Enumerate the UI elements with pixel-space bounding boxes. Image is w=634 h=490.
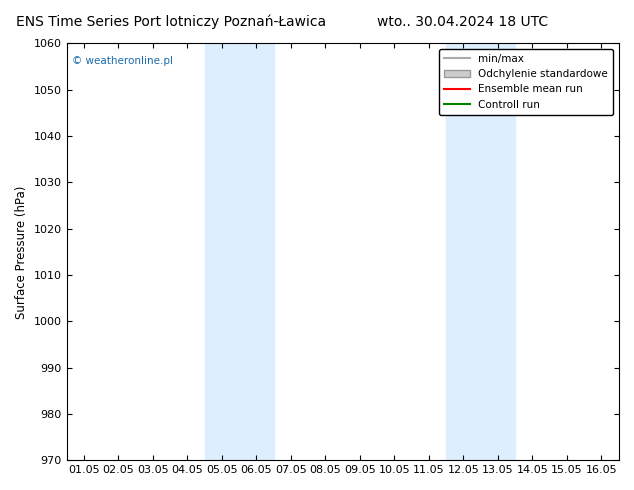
Text: ENS Time Series Port lotniczy Poznań-Ławica: ENS Time Series Port lotniczy Poznań-Ław… xyxy=(16,15,327,29)
Bar xyxy=(205,44,273,460)
Text: © weatheronline.pl: © weatheronline.pl xyxy=(72,56,173,66)
Bar xyxy=(446,44,515,460)
Legend: min/max, Odchylenie standardowe, Ensemble mean run, Controll run: min/max, Odchylenie standardowe, Ensembl… xyxy=(439,49,613,115)
Y-axis label: Surface Pressure (hPa): Surface Pressure (hPa) xyxy=(15,185,28,318)
Text: wto.. 30.04.2024 18 UTC: wto.. 30.04.2024 18 UTC xyxy=(377,15,548,29)
